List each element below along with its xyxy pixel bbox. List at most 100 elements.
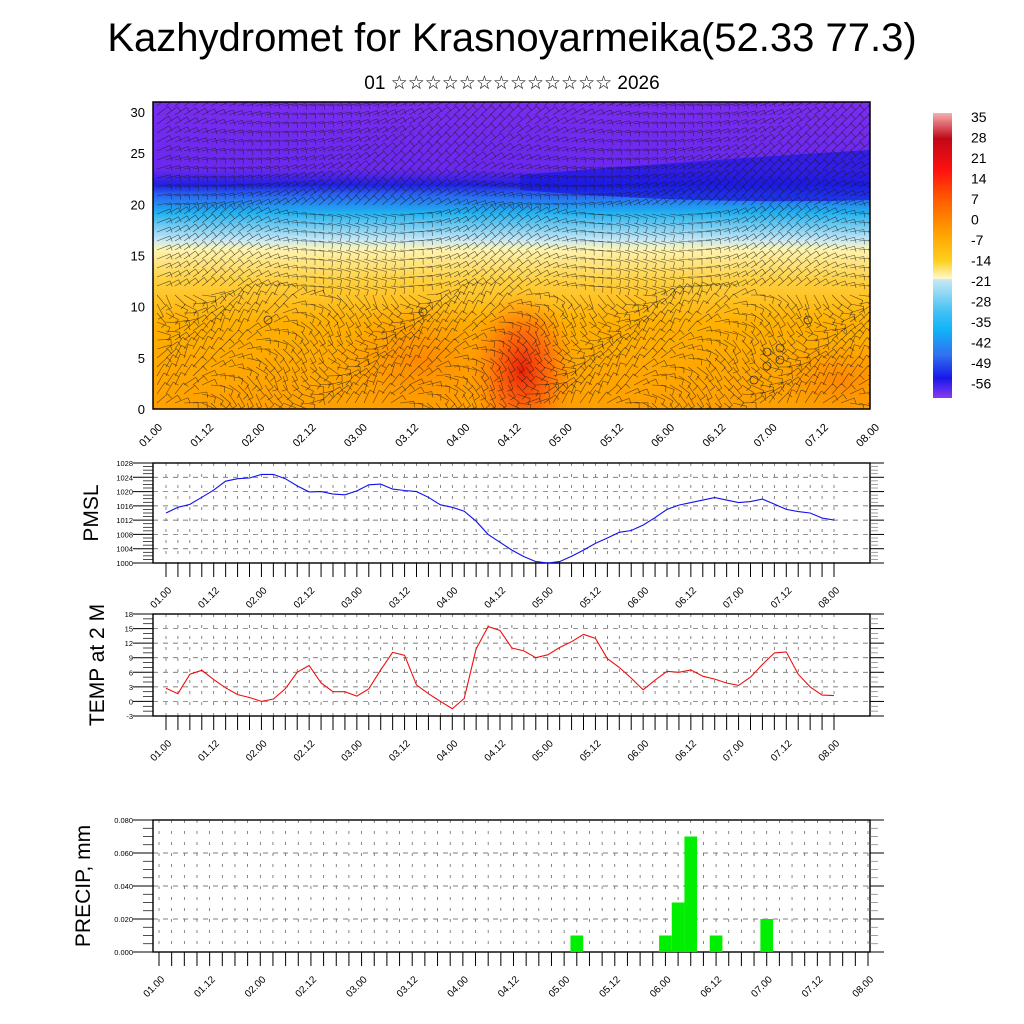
wind-barb-shaft	[804, 339, 819, 342]
wind-barb-flag	[656, 173, 659, 180]
wind-barb-flag	[455, 150, 460, 156]
wind-barb-flag	[215, 193, 218, 200]
wind-barb-flag	[482, 151, 488, 157]
wind-barb-flag	[815, 159, 820, 165]
wind-barb-shaft	[534, 145, 548, 152]
wind-barb-flag	[522, 340, 527, 346]
wind-barb-flag	[455, 132, 460, 138]
wind-barb-flag	[673, 180, 677, 187]
wind-barb-flag	[602, 157, 605, 164]
wind-barb-flag	[481, 320, 487, 326]
wind-barb-flag	[761, 159, 766, 165]
wind-barb-flag	[835, 270, 839, 277]
wind-barb-shaft	[669, 258, 684, 262]
wind-barb-shaft	[273, 164, 288, 170]
wind-barb-shaft	[354, 258, 369, 264]
wind-barb-flag	[357, 244, 360, 251]
wind-barb-shaft	[687, 129, 702, 134]
wind-barb-shaft	[579, 128, 594, 134]
wind-barb-shaft	[318, 303, 331, 312]
wind-barb-shaft	[219, 204, 231, 215]
wind-barb-flag	[728, 254, 731, 261]
wind-barb-shaft	[336, 303, 346, 316]
wind-barb-shaft	[822, 141, 834, 152]
wind-barb-shaft	[201, 294, 216, 298]
wind-barb-shaft	[660, 139, 675, 143]
wind-barb-shaft	[309, 222, 324, 225]
wind-barb-shaft	[687, 121, 702, 125]
wind-barb-flag	[313, 155, 317, 162]
wind-barb-shaft	[390, 337, 400, 350]
wind-barb-shaft	[255, 282, 264, 296]
wind-barb-shaft	[192, 294, 206, 302]
wind-barb-flag	[878, 96, 882, 100]
wind-barb-flag	[296, 265, 299, 272]
wind-barb-shaft	[507, 222, 520, 233]
wind-barb-shaft	[282, 283, 292, 296]
wind-barb-flag	[323, 260, 325, 267]
wind-barb-flag	[557, 175, 560, 182]
wind-barb-shaft	[597, 294, 607, 307]
wind-barb-shaft	[156, 312, 167, 324]
wind-barb-shaft	[768, 177, 780, 188]
wind-barb-shaft	[237, 110, 252, 116]
wind-barb-shaft	[723, 357, 733, 370]
wind-barb-shaft	[732, 330, 746, 338]
wind-barb-shaft	[192, 336, 200, 350]
wind-barb-shaft	[462, 206, 475, 215]
wind-barb-shaft	[309, 195, 322, 206]
wind-barb-flag	[755, 102, 758, 109]
wind-barb-shaft	[309, 231, 324, 234]
wind-barb-flag	[419, 187, 424, 193]
wind-barb-shaft	[210, 109, 224, 116]
wind-barb-flag	[509, 114, 514, 120]
wind-barb-shaft	[633, 285, 648, 291]
wind-barb-shaft	[660, 172, 675, 179]
wind-barb-shaft	[651, 164, 666, 170]
wind-barb-flag	[491, 241, 496, 247]
wind-barb-shaft	[516, 312, 531, 317]
wind-barb-flag	[732, 347, 737, 353]
wind-barb-flag	[337, 343, 343, 347]
wind-barb-flag	[242, 192, 245, 199]
wind-barb-flag	[359, 111, 362, 118]
wind-barb-flag	[654, 226, 657, 233]
wind-barb-flag	[716, 303, 721, 309]
wind-barb-flag	[268, 198, 272, 205]
wind-barb-shaft	[552, 366, 567, 372]
wind-barb-flag	[385, 118, 389, 124]
wind-barb-shaft	[183, 232, 196, 242]
wind-barb-shaft	[858, 294, 870, 297]
wind-barb-shaft	[606, 129, 621, 134]
wind-barb-shaft	[480, 302, 491, 314]
wind-barb-flag	[842, 123, 847, 129]
wind-barb-flag	[230, 249, 235, 255]
wind-barb-flag	[415, 354, 422, 359]
wind-barb-shaft	[192, 193, 207, 197]
wind-barb-shaft	[561, 366, 576, 369]
wind-barb-shaft	[714, 295, 727, 305]
wind-barb-shaft	[849, 151, 862, 161]
wind-barb-shaft	[507, 172, 522, 179]
wind-barb-flag	[320, 196, 325, 202]
wind-barb-shaft	[642, 312, 654, 323]
wind-barb-flag	[509, 204, 514, 210]
wind-barb-flag	[340, 271, 342, 278]
wind-barb-shaft	[840, 209, 855, 215]
wind-barb-flag	[384, 217, 387, 224]
wind-barb-shaft	[570, 147, 585, 152]
wind-barb-flag	[305, 112, 308, 119]
wind-barb-shaft	[309, 267, 324, 270]
wind-barb-shaft	[453, 340, 466, 350]
wind-barb-shaft	[246, 384, 254, 398]
wind-barb-flag	[703, 300, 710, 304]
wind-barb-shaft	[453, 150, 465, 161]
wind-barb-shaft	[480, 213, 493, 224]
wind-barb-shaft	[822, 339, 834, 350]
wind-barb-flag	[518, 277, 523, 283]
wind-barb-shaft	[660, 112, 675, 116]
wind-barb-flag	[177, 106, 182, 112]
wind-barb-flag	[201, 328, 207, 334]
wind-barb-shaft	[543, 303, 555, 314]
wind-barb-shaft	[300, 146, 315, 152]
